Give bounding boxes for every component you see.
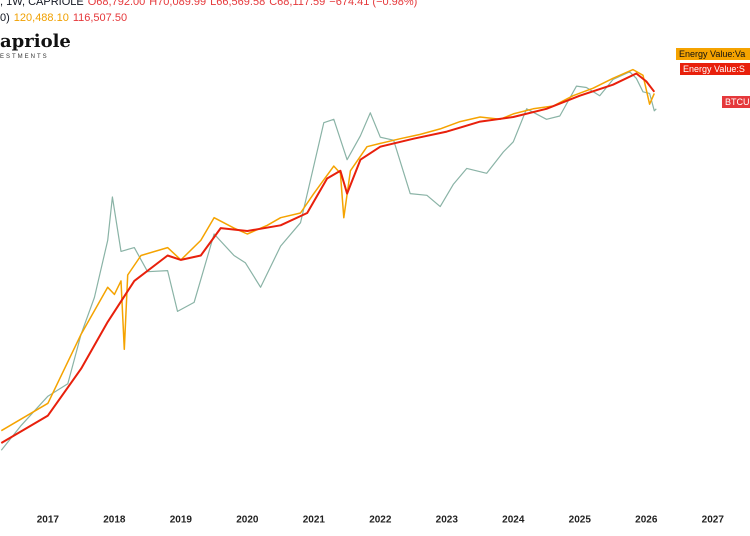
symbol: , 1W, CAPRIOLE — [0, 0, 84, 8]
close: C68,117.59 — [269, 0, 326, 8]
x-tick-label: 2022 — [369, 515, 392, 526]
series-line — [0, 68, 655, 432]
indicator-header: 0) 120,488.10 116,507.50 — [0, 12, 127, 24]
series-tag: Energy Value:Va — [676, 48, 750, 60]
x-tick-label: 2021 — [303, 515, 326, 526]
open: O68,792.00 — [87, 0, 146, 8]
series-tag: Energy Value:S — [680, 63, 750, 75]
x-tick-label: 2018 — [103, 515, 126, 526]
ohlc-header: , 1W, CAPRIOLE O68,792.00 H70,089.99 L66,56… — [0, 0, 417, 8]
low: L66,569.58 — [210, 0, 266, 8]
indicator-value: 116,507.50 — [72, 12, 128, 24]
x-tick-label: 2025 — [569, 515, 592, 526]
series-tag: BTCU — [722, 96, 750, 108]
x-tick-label: 2019 — [170, 515, 193, 526]
indicator-value: 120,488.10 — [13, 12, 69, 24]
logo: apriole — [0, 31, 71, 52]
x-tick-label: 2026 — [635, 515, 658, 526]
indicator: 0) — [0, 12, 10, 24]
x-tick-label: 2020 — [236, 515, 259, 526]
x-tick-label: 2024 — [502, 515, 525, 526]
x-tick-label: 2023 — [436, 515, 459, 526]
logo-sub: ESTMENTS — [0, 54, 49, 60]
high: H70,089.99 — [149, 0, 207, 8]
change: −674.41 (−0.98%) — [329, 0, 418, 8]
series-line — [0, 72, 656, 444]
series-line — [0, 71, 657, 451]
x-tick-label: 2017 — [37, 515, 60, 526]
x-tick-label: 2027 — [702, 515, 725, 526]
